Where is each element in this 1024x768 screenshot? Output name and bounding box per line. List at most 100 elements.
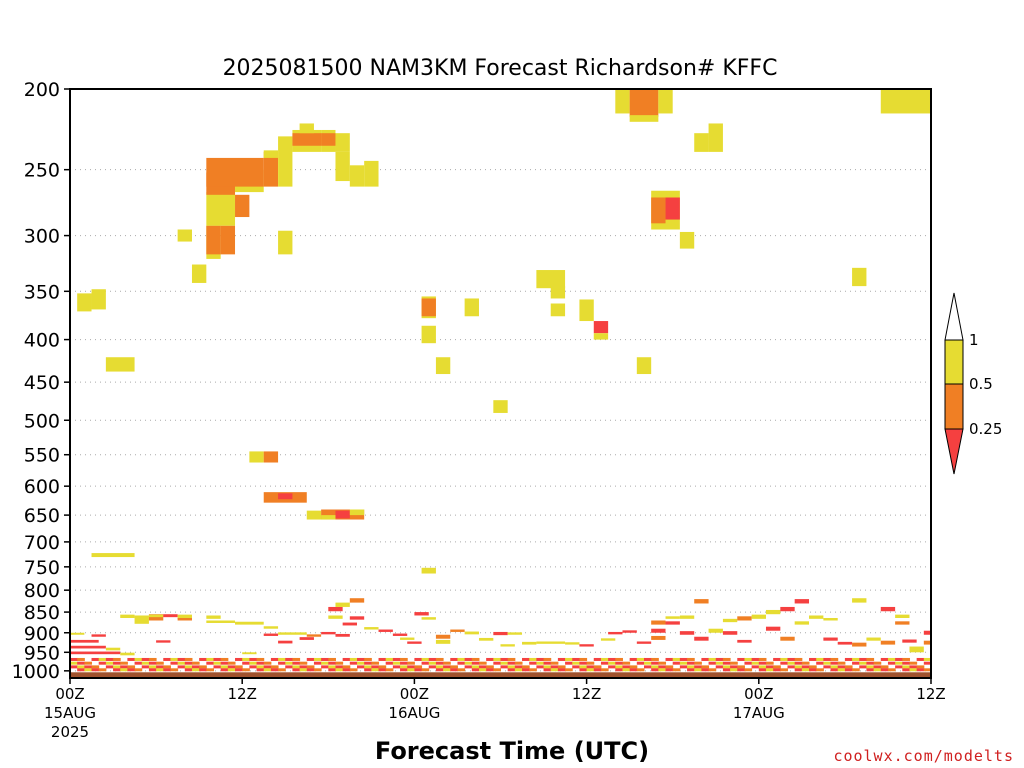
ri-cell (708, 123, 723, 152)
ri-boundary-cell (70, 651, 121, 655)
ri-surface-stripe (579, 661, 588, 665)
ri-surface-stripe (687, 657, 695, 661)
ri-surface-stripe (715, 657, 724, 661)
ri-surface-stripe (478, 661, 487, 665)
ri-surface-stripe (134, 668, 143, 672)
ri-surface-stripe (644, 657, 652, 661)
ri-surface-stripe (651, 668, 659, 672)
ri-cell (278, 230, 293, 255)
ri-surface-stripe (357, 657, 365, 661)
ri-surface-stripe (859, 657, 867, 661)
ri-boundary-cell (895, 614, 910, 618)
ri-boundary-cell (895, 621, 910, 625)
ri-surface-stripe (715, 665, 724, 669)
y-tick-label: 1000 (12, 661, 60, 683)
ri-surface-stripe (120, 665, 128, 669)
ri-surface-stripe (278, 668, 286, 672)
ri-surface-stripe (213, 657, 222, 661)
ri-boundary-cell (823, 617, 838, 621)
ri-surface-stripe (909, 668, 918, 672)
ri-surface-stripe (866, 657, 875, 661)
ri-surface-stripe (292, 657, 301, 661)
ri-surface-stripe (313, 661, 322, 665)
ri-surface-stripe (622, 665, 631, 669)
ri-cell (91, 289, 106, 310)
ri-boundary-cell (866, 637, 881, 641)
ground-fill (70, 672, 931, 678)
ri-surface-stripe (285, 665, 293, 669)
ri-cell (206, 192, 236, 226)
ri-surface-stripe (342, 668, 351, 672)
ri-surface-stripe (852, 668, 860, 672)
ri-surface-stripe (923, 668, 932, 672)
ri-boundary-cell (263, 626, 279, 629)
ri-cell (77, 293, 92, 312)
ri-boundary-cell (651, 628, 666, 633)
ri-boundary-cell (177, 617, 192, 621)
ri-cell (349, 509, 365, 516)
ri-surface-stripe (443, 661, 451, 665)
ri-surface-stripe (292, 665, 301, 669)
ri-surface-stripe (163, 668, 171, 672)
ri-surface-stripe (543, 657, 552, 661)
ri-surface-stripe (235, 665, 243, 669)
ri-surface-stripe (335, 668, 344, 672)
ri-surface-stripe (866, 665, 875, 669)
ri-surface-stripe (328, 668, 336, 672)
ri-surface-stripe (658, 668, 667, 672)
x-tick-label: 12Z (228, 685, 257, 703)
chart-title: 2025081500 NAM3KM Forecast Richardson# K… (223, 56, 778, 81)
x-axis-label: Forecast Time (UTC) (375, 737, 649, 765)
ri-surface-stripe (887, 657, 896, 661)
ri-surface-stripe (127, 665, 136, 669)
ri-surface-stripe (342, 657, 351, 661)
ri-surface-stripe (787, 661, 796, 665)
ri-surface-stripe (765, 661, 774, 665)
ri-surface-stripe (421, 668, 430, 672)
ri-boundary-cell (464, 631, 479, 635)
ri-surface-stripe (407, 665, 415, 669)
ri-surface-stripe (471, 665, 480, 669)
ri-surface-stripe (672, 668, 681, 672)
ri-surface-stripe (550, 665, 559, 669)
ri-surface-stripe (77, 668, 85, 672)
ri-surface-stripe (629, 668, 638, 672)
ri-surface-stripe (773, 665, 781, 669)
ri-boundary-cell (321, 631, 336, 635)
ri-surface-stripe (213, 665, 222, 669)
ri-surface-stripe (572, 657, 580, 661)
ri-cell (435, 357, 451, 375)
ri-surface-stripe (457, 657, 466, 661)
ri-surface-stripe (887, 661, 896, 665)
ri-surface-stripe (809, 665, 817, 669)
ri-surface-stripe (435, 668, 444, 672)
ri-boundary-cell (235, 621, 264, 625)
ri-surface-stripe (600, 657, 609, 661)
ri-cell (852, 267, 867, 287)
ri-surface-stripe (256, 661, 265, 665)
ri-surface-stripe (507, 668, 516, 672)
ri-surface-stripe (751, 665, 760, 669)
ri-surface-stripe (701, 668, 710, 672)
ri-surface-stripe (435, 665, 444, 669)
ri-boundary-cell (263, 633, 279, 636)
ri-surface-stripe (105, 657, 114, 661)
x-tick-sublabel: 17AUG (733, 704, 785, 722)
ri-surface-stripe (651, 661, 659, 665)
ri-surface-stripe (536, 657, 545, 661)
ri-surface-stripe (313, 657, 322, 661)
ri-surface-stripe (371, 668, 380, 672)
ri-surface-stripe (586, 661, 595, 665)
ri-surface-stripe (895, 661, 903, 665)
ri-boundary-cell (414, 612, 429, 616)
ri-surface-stripe (636, 668, 645, 672)
ri-surface-stripe (486, 668, 494, 672)
ri-surface-stripe (880, 668, 889, 672)
ri-surface-stripe (184, 661, 193, 665)
ri-surface-stripe (91, 665, 100, 669)
ri-surface-stripe (141, 665, 150, 669)
ri-surface-stripe (134, 661, 143, 665)
ri-cell (263, 451, 279, 463)
ri-surface-stripe (615, 657, 623, 661)
ri-surface-stripe (270, 657, 279, 661)
